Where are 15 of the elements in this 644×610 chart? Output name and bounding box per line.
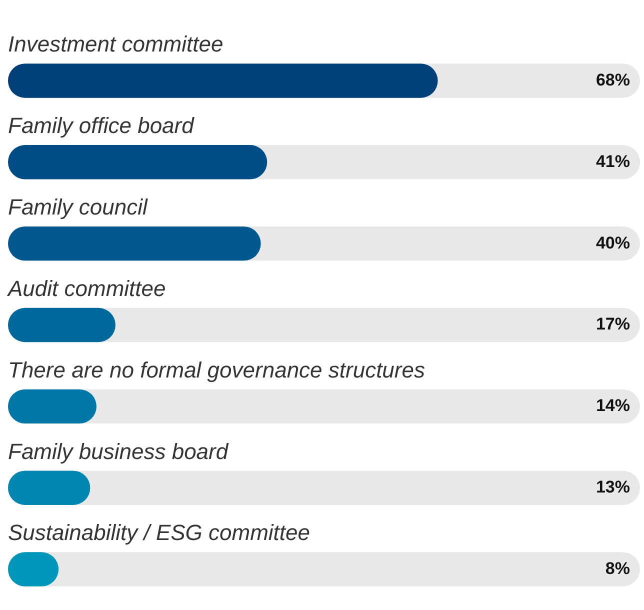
y-tick-label: Family council xyxy=(8,194,148,220)
data-label: 40% xyxy=(596,233,630,252)
data-label: 41% xyxy=(596,152,630,171)
data-label: 68% xyxy=(596,70,630,90)
data-label: 14% xyxy=(596,396,630,416)
data-label: 8% xyxy=(605,558,630,578)
y-tick-label: Family business board xyxy=(8,438,229,464)
y-tick-label: Sustainability / ESG committee xyxy=(8,520,310,546)
y-tick-label: Audit committee xyxy=(6,276,166,301)
y-tick-label: Investment committee xyxy=(8,32,224,57)
y-tick-label: Family office board xyxy=(8,113,195,138)
bar xyxy=(8,308,116,342)
data-label: 17% xyxy=(596,314,630,334)
data-label: 13% xyxy=(596,478,630,497)
y-tick-label: There are no formal governance structures xyxy=(8,357,425,382)
